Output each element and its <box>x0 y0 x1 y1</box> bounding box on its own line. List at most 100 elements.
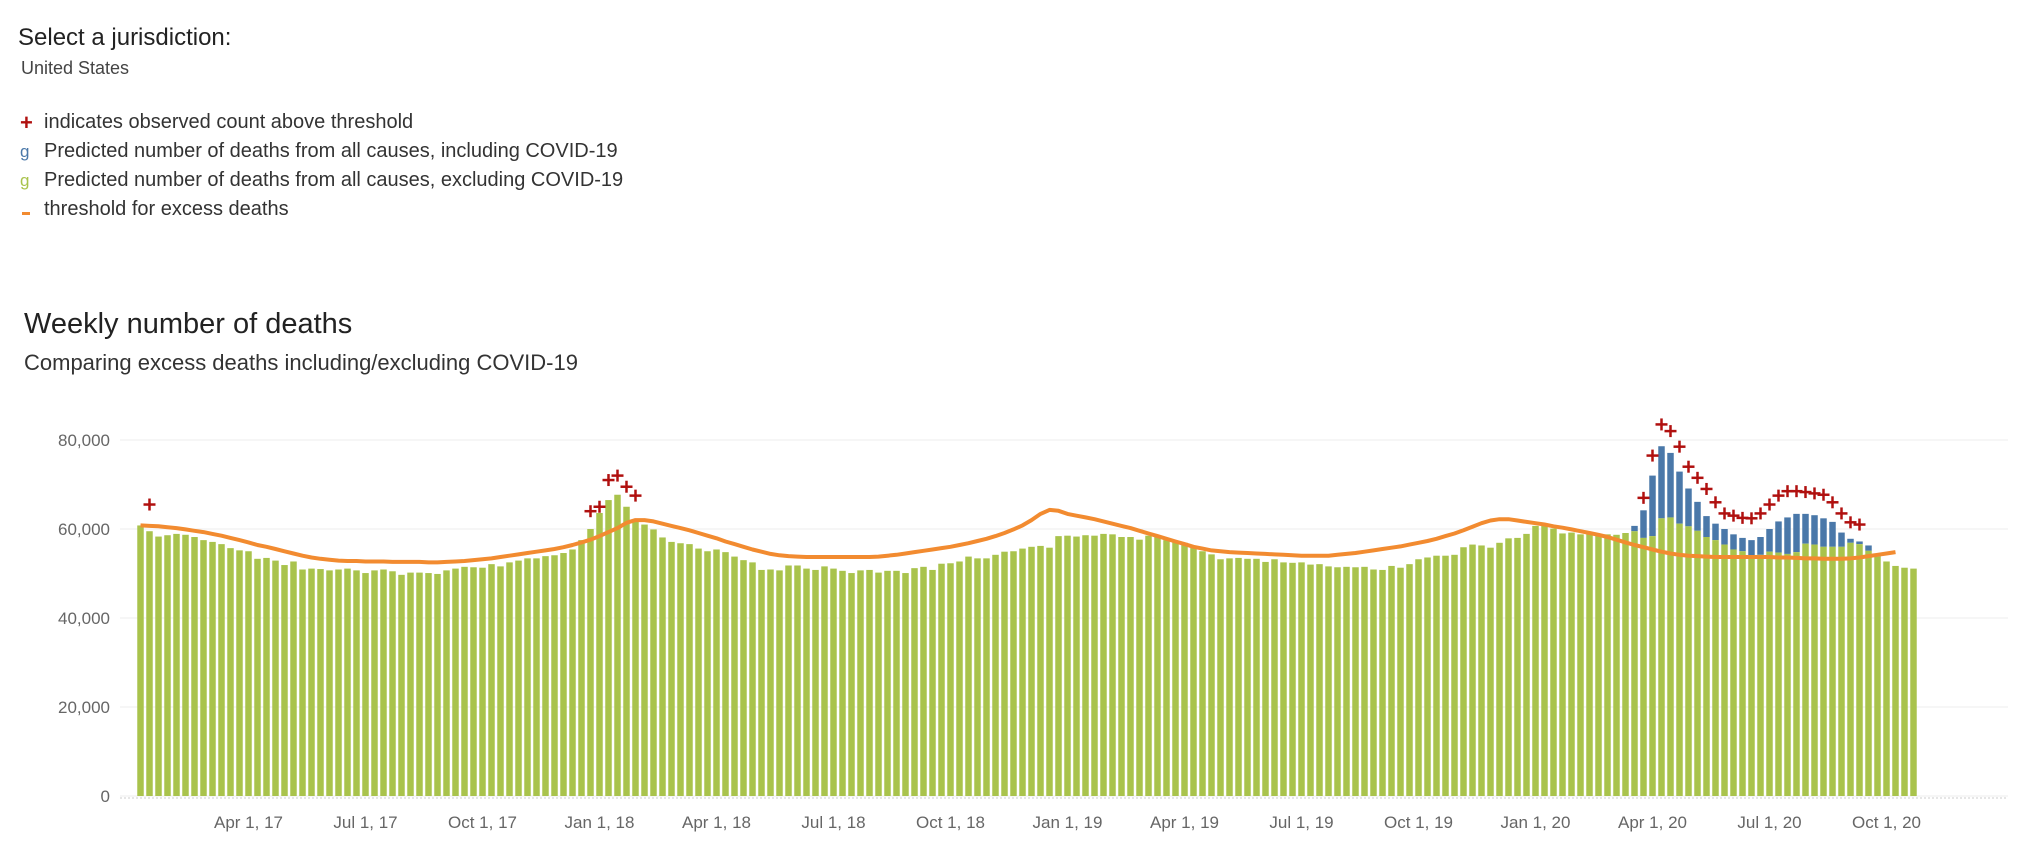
bar-excluding-covid <box>677 543 684 796</box>
bar-excluding-covid <box>452 568 459 796</box>
bar-excluding-covid <box>992 554 999 796</box>
bar-excluding-covid <box>1091 535 1098 796</box>
bar-excluding-covid <box>830 568 837 796</box>
legend-item-including-covid: g Predicted number of deaths from all ca… <box>20 137 623 166</box>
bar-including-covid <box>1676 471 1683 524</box>
bar-excluding-covid <box>371 570 378 796</box>
bar-excluding-covid <box>749 562 756 796</box>
bar-excluding-covid <box>1856 544 1863 796</box>
bar-excluding-covid <box>1514 537 1521 796</box>
bar-excluding-covid <box>758 569 765 796</box>
above-threshold-marker <box>629 489 642 502</box>
x-tick-label: Jul 1, 20 <box>1737 813 1801 832</box>
above-threshold-marker <box>584 505 597 518</box>
legend-item-above-threshold: + indicates observed count above thresho… <box>20 108 623 137</box>
bar-including-covid <box>1685 488 1692 527</box>
bar-excluding-covid <box>506 562 513 796</box>
bar-excluding-covid <box>1685 526 1692 796</box>
bar-excluding-covid <box>1379 569 1386 796</box>
bar-excluding-covid <box>497 566 504 796</box>
bar-excluding-covid <box>983 558 990 796</box>
bar-excluding-covid <box>1298 562 1305 796</box>
bar-excluding-covid <box>1532 525 1539 796</box>
bar-excluding-covid <box>722 552 729 796</box>
bar-excluding-covid <box>407 572 414 796</box>
bar-excluding-covid <box>1703 537 1710 796</box>
y-tick-label: 20,000 <box>58 698 110 717</box>
x-tick-label: Apr 1, 20 <box>1618 813 1687 832</box>
legend-item-excluding-covid: g Predicted number of deaths from all ca… <box>20 166 623 195</box>
bar-excluding-covid <box>821 566 828 796</box>
bar-including-covid <box>1775 521 1782 553</box>
legend: + indicates observed count above thresho… <box>20 108 623 224</box>
bar-excluding-covid <box>1172 541 1179 796</box>
bar-excluding-covid <box>1541 524 1548 796</box>
bar-excluding-covid <box>1910 568 1917 796</box>
bar-excluding-covid <box>1037 545 1044 796</box>
bar-excluding-covid <box>299 569 306 796</box>
bar-excluding-covid <box>1271 559 1278 796</box>
bar-excluding-covid <box>1433 555 1440 796</box>
bar-excluding-covid <box>641 524 648 796</box>
bar-including-covid <box>1748 540 1755 557</box>
bar-excluding-covid <box>569 549 576 796</box>
bar-excluding-covid <box>182 534 189 796</box>
bar-excluding-covid <box>1226 558 1233 796</box>
above-threshold-marker <box>1682 460 1695 473</box>
bar-including-covid <box>1829 521 1836 547</box>
jurisdiction-select[interactable]: United States <box>21 58 130 78</box>
above-threshold-marker <box>1745 512 1758 525</box>
including-covid-swatch-icon: g <box>20 141 30 161</box>
bar-excluding-covid <box>200 540 207 796</box>
bar-including-covid <box>1820 518 1827 547</box>
bar-excluding-covid <box>1784 553 1791 796</box>
bar-excluding-covid <box>578 540 585 796</box>
bar-excluding-covid <box>209 541 216 796</box>
bar-excluding-covid <box>704 551 711 796</box>
above-threshold-marker <box>1808 487 1821 500</box>
bar-excluding-covid <box>146 531 153 796</box>
bar-excluding-covid <box>1613 534 1620 796</box>
bar-excluding-covid <box>794 565 801 796</box>
bar-excluding-covid <box>263 557 270 796</box>
above-threshold-marker <box>611 469 624 482</box>
bar-excluding-covid <box>1001 551 1008 796</box>
bar-excluding-covid <box>479 567 486 796</box>
bar-excluding-covid <box>434 573 441 796</box>
bar-excluding-covid <box>1748 556 1755 796</box>
bar-including-covid <box>1838 532 1845 547</box>
bar-excluding-covid <box>335 569 342 796</box>
y-tick-label: 0 <box>101 787 110 806</box>
bar-excluding-covid <box>1460 547 1467 796</box>
bar-excluding-covid <box>1469 544 1476 796</box>
bar-excluding-covid <box>1712 540 1719 796</box>
bar-excluding-covid <box>1676 523 1683 796</box>
bar-excluding-covid <box>1253 558 1260 796</box>
above-threshold-marker <box>1835 507 1848 520</box>
bar-excluding-covid <box>416 572 423 796</box>
bar-excluding-covid <box>875 572 882 796</box>
above-threshold-marker <box>1718 507 1731 520</box>
bar-excluding-covid <box>731 556 738 796</box>
bar-excluding-covid <box>1199 551 1206 796</box>
bar-excluding-covid <box>1865 550 1872 796</box>
bar-excluding-covid <box>1118 537 1125 796</box>
bar-excluding-covid <box>218 544 225 796</box>
legend-label: Predicted number of deaths from all caus… <box>44 169 624 191</box>
chart-title: Weekly number of deaths <box>24 308 353 340</box>
bar-excluding-covid <box>1235 557 1242 796</box>
bar-excluding-covid <box>344 568 351 796</box>
bar-excluding-covid <box>398 574 405 796</box>
bar-excluding-covid <box>362 573 369 796</box>
bar-excluding-covid <box>839 570 846 796</box>
bar-excluding-covid <box>1127 537 1134 796</box>
bar-excluding-covid <box>308 568 315 796</box>
x-tick-label: Apr 1, 19 <box>1150 813 1219 832</box>
bar-excluding-covid <box>1388 565 1395 796</box>
bar-excluding-covid <box>515 560 522 796</box>
bar-excluding-covid <box>1208 554 1215 796</box>
x-tick-label: Jan 1, 19 <box>1033 813 1103 832</box>
bar-excluding-covid <box>389 571 396 796</box>
bar-excluding-covid <box>1019 548 1026 796</box>
above-threshold-marker <box>1799 486 1812 499</box>
